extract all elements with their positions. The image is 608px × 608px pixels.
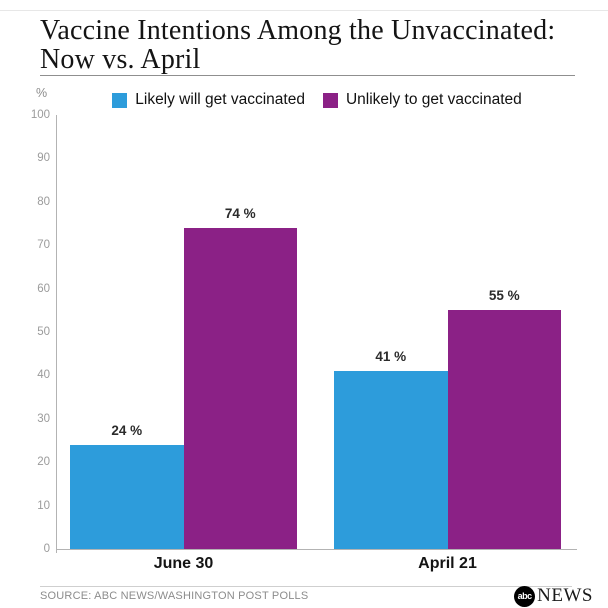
y-tick-label: 0 bbox=[43, 543, 50, 555]
bar-unlikely bbox=[447, 310, 561, 549]
y-tick-label: 50 bbox=[37, 326, 50, 338]
y-axis-line bbox=[56, 115, 57, 553]
y-axis-unit-label: % bbox=[36, 86, 48, 100]
y-tick-label: 20 bbox=[37, 456, 50, 469]
chart-title: Vaccine Intentions Among the Unvaccinate… bbox=[40, 16, 585, 74]
y-tick-label: 70 bbox=[37, 239, 50, 252]
x-axis-line bbox=[56, 549, 577, 550]
legend-item: Likely will get vaccinated bbox=[112, 91, 305, 109]
bar-value-label: 41 % bbox=[375, 349, 407, 365]
legend-label: Likely will get vaccinated bbox=[135, 91, 305, 108]
y-tick-label: 30 bbox=[37, 412, 50, 425]
y-tick-label: 90 bbox=[37, 152, 50, 165]
source-credit: SOURCE: ABC NEWS/WASHINGTON POST POLLS bbox=[40, 590, 309, 602]
bar-value-label: 74 % bbox=[224, 205, 256, 221]
bar-value-label: 55 % bbox=[488, 288, 520, 304]
bar-likely bbox=[334, 371, 448, 549]
news-wordmark: NEWS bbox=[537, 585, 593, 606]
y-tick-label: 80 bbox=[37, 195, 50, 208]
legend-item: Unlikely to get vaccinated bbox=[322, 91, 522, 109]
legend: Likely will get vaccinated Unlikely to ge… bbox=[57, 91, 577, 109]
bar-likely bbox=[70, 444, 184, 549]
abc-logo-icon: abc bbox=[514, 585, 536, 607]
legend-swatch-icon bbox=[322, 92, 338, 108]
y-tick-label: 40 bbox=[37, 369, 50, 382]
bar-unlikely bbox=[183, 227, 297, 549]
title-divider bbox=[40, 75, 575, 76]
legend-label: Unlikely to get vaccinated bbox=[345, 91, 522, 108]
chart-title-line1: Vaccine Intentions Among the Unvaccinate… bbox=[40, 15, 556, 46]
y-tick-label: 10 bbox=[37, 499, 50, 512]
footer-divider bbox=[40, 586, 572, 587]
y-tick-label: 100 bbox=[30, 109, 50, 121]
x-category-label: June 30 bbox=[153, 555, 214, 572]
y-tick-label: 60 bbox=[37, 282, 50, 295]
top-divider bbox=[0, 10, 608, 11]
x-category-label: April 21 bbox=[418, 555, 477, 572]
abc-news-logo: abc NEWS bbox=[514, 585, 593, 607]
legend-swatch-icon bbox=[112, 92, 128, 108]
bar-value-label: 24 % bbox=[111, 422, 143, 438]
chart-title-line2: Now vs. April bbox=[40, 44, 201, 75]
